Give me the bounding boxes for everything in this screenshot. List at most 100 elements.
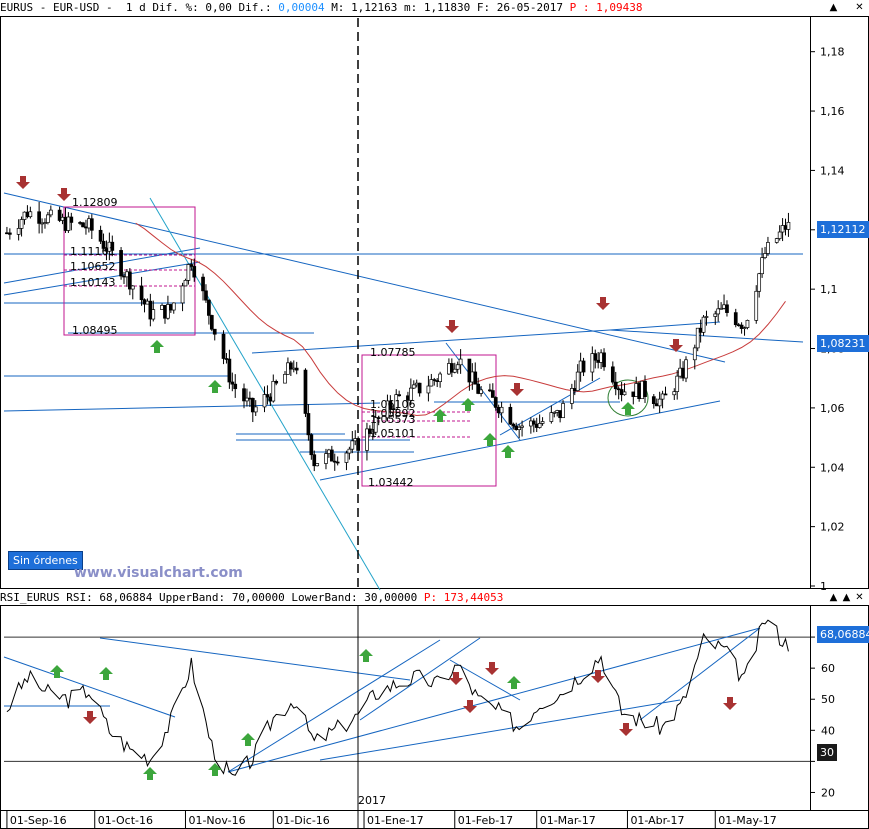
candle-body-158 [654,403,659,407]
candle-body-82 [344,452,349,463]
date-x-axis: 01-Sep-16 01-Oct-16 01-Nov-16 01-Dic-16 01-E… [6,810,777,829]
buy-arrow-icon-2 [433,409,447,422]
candle-body-112 [467,358,472,383]
candle-body-20 [87,218,91,229]
price-tick-label-7: 1,04 [820,461,845,474]
candle-body-76 [315,463,320,467]
buy-arrow-icon-10 [208,763,222,776]
price-y-axis: 1,181,161,141,121,11,081,061,041,021 [810,46,845,593]
sell-arrow-icon-5 [669,339,683,352]
fib-label-8: 1.05573 [370,413,416,426]
candle-body-163 [675,375,680,392]
close-button[interactable]: ✕ [855,2,864,13]
fib-label-4: 1.08495 [72,324,118,337]
candle-body-44 [186,264,191,281]
candle-body-138 [572,388,577,391]
price-tick-label-2: 1,14 [820,164,845,177]
candle-body-166 [684,359,688,379]
date-tick-label-2: 01-Nov-16 [188,814,245,827]
price-annotations: 1.12809 1.11161 1.10652 1.10143 1.08495 1.077… [70,196,416,489]
rsi-collapse-button[interactable]: ▲ [829,592,838,603]
candle-body-63 [265,394,270,398]
collapse-button[interactable]: ▲ [829,2,838,13]
candle-body-51 [212,328,217,335]
candle-body-167 [692,347,697,361]
price-header: EURUS - EUR-USD - 1 d Dif. %: 0,00 Dif.:… [0,0,643,16]
fib-label-1: 1.11161 [70,245,116,258]
moving-average [135,222,786,417]
candle-body-89 [370,431,375,434]
trend-line-19 [3,656,176,718]
candle-body-45 [189,264,194,267]
candle-body-32 [139,285,144,301]
candle-body-150 [619,389,624,396]
sell-arrow-icon-10 [591,670,605,683]
orders-button[interactable]: Sin órdenes [8,551,83,570]
candle-body-154 [637,383,642,400]
candle-body-75 [312,454,317,467]
candle-body-55 [230,381,235,385]
level-price-badge: 1,08231 [817,335,869,352]
candle-body-113 [470,371,475,383]
candle-body-36 [151,309,156,320]
candle-body-61 [253,406,258,413]
candle-body-10 [46,214,50,223]
candle-body-22 [98,229,103,242]
candle-body-46 [192,266,197,278]
candle-body-131 [540,421,545,424]
candle-body-175 [722,304,726,309]
candle-body-102 [426,385,431,394]
dif-pct-value: 0,00 [205,1,232,14]
candle-body-145 [599,352,603,363]
buy-arrow-icon-6 [621,402,635,415]
candle-body-8 [40,222,44,225]
candle-body-124 [514,425,519,430]
rsi-close-button[interactable]: ✕ [855,592,864,603]
trend-line-2 [3,247,201,284]
candle-body-106 [438,373,442,382]
candle-body-170 [701,316,706,333]
candle-body-13 [60,216,65,221]
trend-line-9 [251,329,611,354]
candle-body-38 [163,304,167,319]
candle-body-3 [19,219,24,229]
candle-body-88 [368,428,372,434]
candle-body-34 [145,300,150,305]
candle-body-50 [209,315,214,330]
rsi-tick-label-5: 20 [821,786,835,799]
candle-body-19 [84,226,88,229]
price-tick-label-1: 1,16 [820,105,845,118]
sell-arrow-icon-0 [16,176,30,189]
candle-body-7 [37,211,41,224]
fib-label-3: 1.10143 [70,276,116,289]
candle-body-162 [672,391,677,396]
candle-body-95 [394,394,399,410]
rsi-line [6,619,789,776]
candle-body-115 [476,383,481,394]
candle-body-125 [517,426,522,430]
candle-body-96 [397,394,401,397]
candle-body-56 [233,383,238,390]
candle-body-155 [640,380,644,400]
candle-body-171 [704,316,709,318]
candle-body-123 [511,423,516,427]
fib-label-6: 1.06106 [370,398,416,411]
candle-body-39 [166,304,170,319]
upper-band-value: 70,00000 [231,591,285,604]
candle-body-87 [365,428,369,451]
candle-body-122 [508,406,513,425]
candle-body-101 [417,382,422,394]
sell-arrow-icon-9 [485,662,499,675]
candle-body-134 [555,410,560,413]
buy-arrow-icon-3 [461,398,475,411]
candle-body-159 [657,398,662,407]
candle-body-173 [716,308,721,315]
candle-body-69 [288,362,293,370]
candle-body-174 [719,307,723,310]
buy-arrow-icon-11 [241,733,255,746]
symbol-label: EURUS - EUR-USD - [0,1,113,14]
rsi-expand-button[interactable]: ▲ [842,592,851,603]
trend-line-24 [359,637,481,721]
candle-body-186 [766,242,770,254]
min-value: 1,11830 [423,1,471,14]
